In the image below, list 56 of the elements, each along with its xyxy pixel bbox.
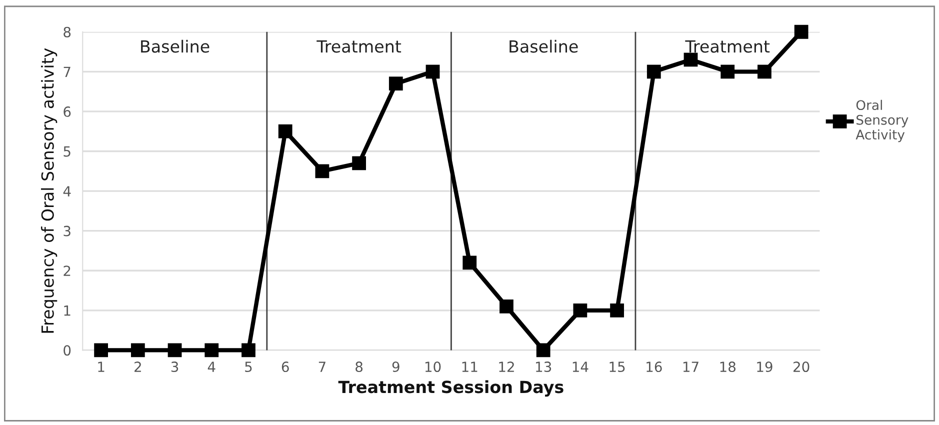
x-tick-label: 11 (462, 362, 478, 372)
x-tick-label: 13 (536, 362, 552, 372)
y-tick-label: 5 (64, 146, 70, 157)
x-tick-label: 20 (794, 362, 810, 372)
point (168, 343, 182, 358)
annotation: Baseline (510, 40, 578, 53)
x-tick-label: 1 (98, 362, 104, 372)
legend-label: Oral Sensory Activity (856, 100, 908, 142)
x-tick-label: 14 (572, 362, 588, 372)
point (500, 299, 514, 314)
y-tick-label: 6 (64, 106, 71, 117)
y-tick-label: 8 (64, 26, 71, 38)
x-tick-label: 15 (610, 362, 625, 372)
y-tick-label: 2 (64, 266, 70, 276)
y-axis-title: Frequency of Oral Sensory activity (41, 48, 58, 333)
point (720, 64, 735, 79)
annotation: Baseline (141, 40, 210, 53)
x-tick-label: 7 (318, 362, 326, 372)
point (94, 343, 108, 358)
point (204, 343, 219, 358)
x-tick-label: 6 (282, 362, 289, 372)
x-tick-label: 4 (208, 362, 216, 372)
y-tick-label: 3 (64, 226, 70, 236)
x-tick-label: 12 (499, 362, 514, 372)
point (388, 76, 403, 91)
x-tick-label: 5 (245, 362, 252, 372)
point (794, 24, 808, 39)
y-tick-label: 4 (63, 186, 71, 196)
x-axis-title: Treatment Session Days (338, 380, 564, 397)
x-tick-label: 10 (425, 362, 441, 372)
point (352, 156, 366, 170)
x-tick-label: 16 (646, 362, 662, 372)
x-tick-label: 18 (720, 362, 736, 372)
annotation: Treatment (685, 40, 770, 53)
point (610, 303, 624, 318)
x-tick-label: 9 (392, 362, 400, 372)
point (426, 64, 440, 79)
x-tick-label: 2 (134, 362, 141, 372)
point (758, 64, 772, 79)
y-tick-label: 0 (64, 345, 71, 356)
y-tick-label: 7 (64, 66, 70, 77)
y-tick-label: 1 (64, 306, 70, 316)
point (684, 52, 698, 67)
annotation: Treatment (316, 40, 402, 53)
point (646, 64, 661, 79)
x-tick-label: 8 (356, 362, 363, 372)
point (130, 343, 145, 358)
x-tick-label: 17 (683, 362, 698, 372)
x-tick-label: 3 (171, 362, 178, 372)
point (315, 164, 330, 178)
point (242, 343, 256, 358)
point (536, 343, 550, 358)
point (462, 256, 477, 270)
x-tick-label: 19 (757, 362, 772, 372)
point (573, 303, 588, 318)
point (278, 124, 292, 138)
